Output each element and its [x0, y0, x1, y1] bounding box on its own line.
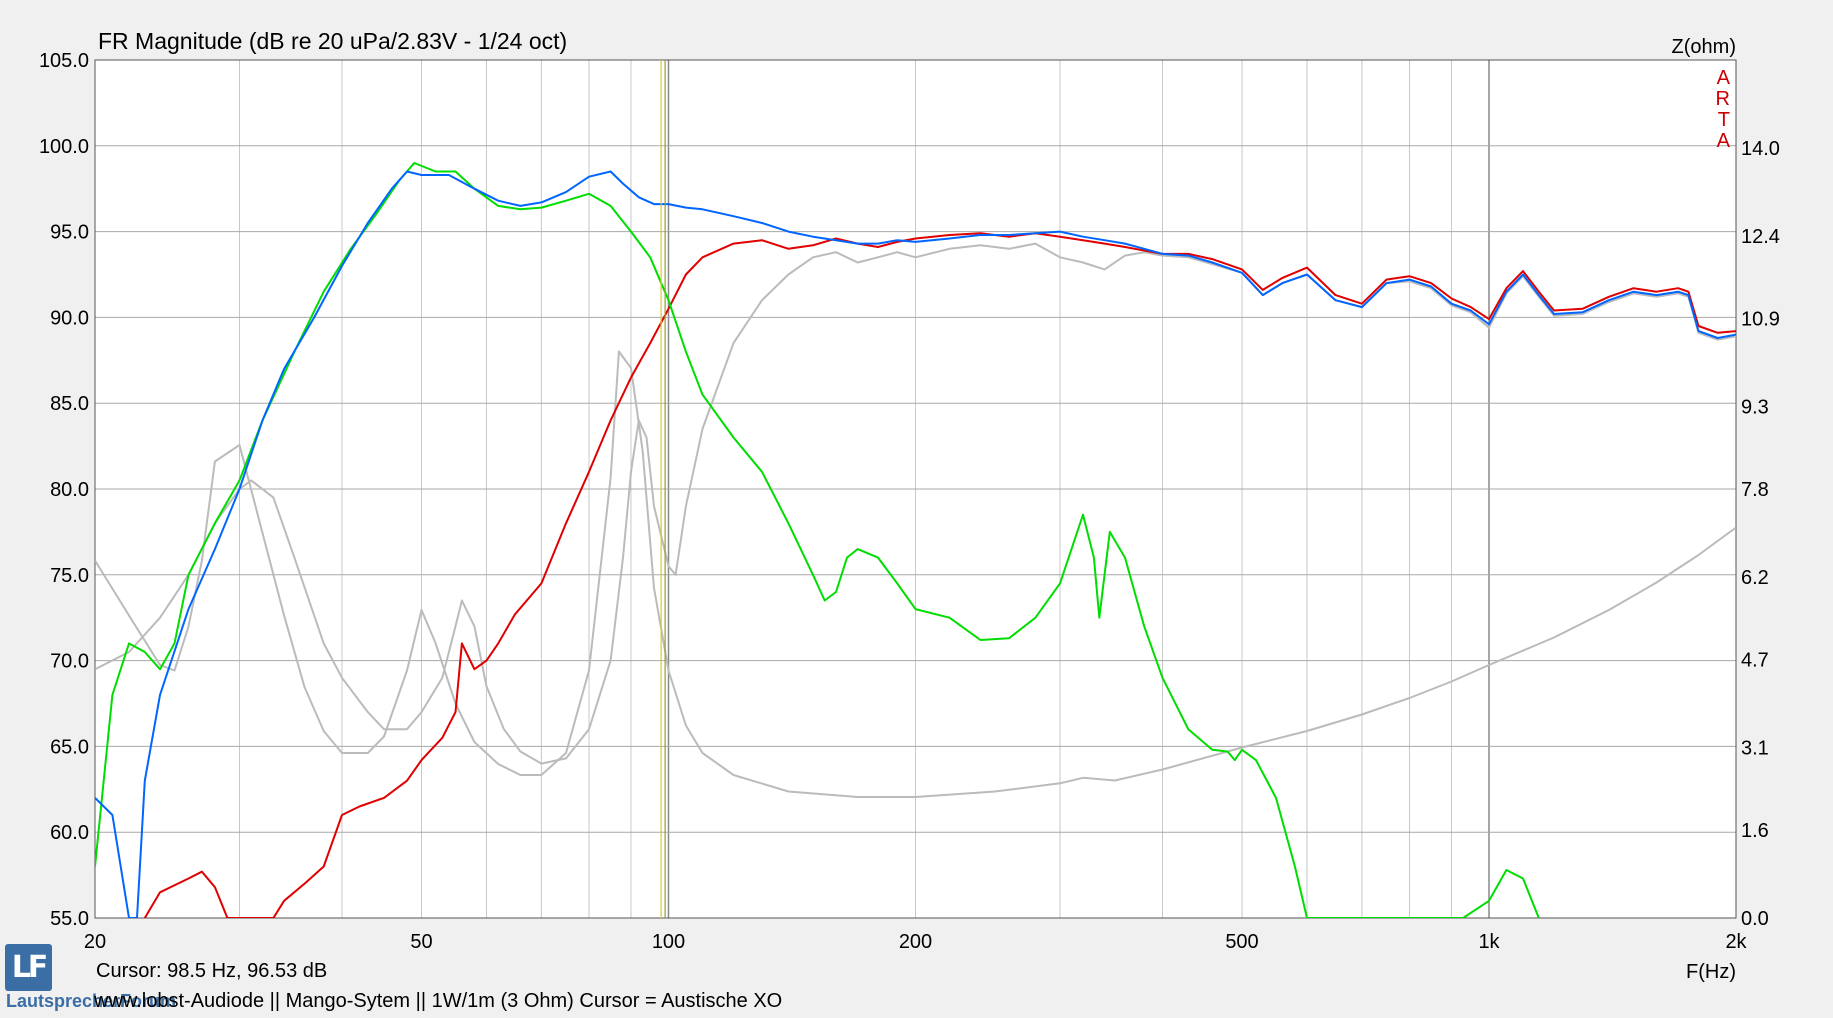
- y-tick-label: 105.0: [39, 50, 89, 72]
- cursor-line: [660, 60, 666, 918]
- y2-tick-label: 12.4: [1741, 226, 1780, 248]
- forum-logo-text: LautsprecherForum: [6, 991, 177, 1011]
- y2-tick-label: 6.2: [1741, 567, 1769, 589]
- x-tick-label: 20: [84, 931, 106, 953]
- y2-tick-label: 14.0: [1741, 138, 1780, 160]
- x-tick-label: 500: [1225, 931, 1258, 953]
- x-tick-label: 2k: [1725, 931, 1747, 953]
- woofer-response-red: [143, 232, 1736, 918]
- x-tick-label: 100: [652, 931, 685, 953]
- y2-tick-label: 9.3: [1741, 397, 1769, 419]
- grid: [94, 59, 1737, 919]
- arta-letter: T: [1718, 109, 1730, 131]
- y2-tick-label: 4.7: [1741, 650, 1769, 672]
- y-tick-label: 85.0: [50, 393, 89, 415]
- traces: [95, 162, 1736, 918]
- lowpass-response-green: [95, 162, 1540, 918]
- y-tick-label: 95.0: [50, 222, 89, 244]
- y2-tick-label: 0.0: [1741, 908, 1769, 930]
- y-tick-label: 80.0: [50, 479, 89, 501]
- y-tick-label: 70.0: [50, 651, 89, 673]
- right-axis-label: Z(ohm): [1672, 36, 1736, 58]
- y-tick-label: 100.0: [39, 136, 89, 158]
- impedance-curve: [95, 350, 1736, 798]
- x-tick-label: 200: [899, 931, 932, 953]
- y-tick-label: 55.0: [50, 908, 89, 930]
- y2-tick-label: 7.8: [1741, 479, 1769, 501]
- y-tick-label: 75.0: [50, 565, 89, 587]
- y2-tick-label: 1.6: [1741, 820, 1769, 842]
- y-tick-label: 90.0: [50, 307, 89, 329]
- cursor-readout: Cursor: 98.5 Hz, 96.53 dB: [96, 960, 328, 982]
- chart-title: FR Magnitude (dB re 20 uPa/2.83V - 1/24 …: [98, 28, 567, 54]
- y-tick-label: 60.0: [50, 822, 89, 844]
- measurement-info: www.lobst-Audiode || Mango-Sytem || 1W/1…: [94, 990, 783, 1012]
- plot-frame: [94, 59, 1737, 919]
- x-axis-label: F(Hz): [1686, 961, 1736, 983]
- sim-response-grey: [95, 242, 1736, 765]
- y2-tick-label: 10.9: [1741, 309, 1780, 331]
- arta-letter: A: [1717, 130, 1731, 152]
- x-tick-label: 1k: [1478, 931, 1500, 953]
- sum-response-blue: [95, 170, 1736, 918]
- axis-labels: 55.0 60.0 65.0 70.0 75.0 80.0 85.0 90.0 95.0 100.…: [39, 50, 1780, 953]
- x-tick-label: 50: [410, 931, 432, 953]
- y2-tick-label: 3.1: [1741, 738, 1769, 760]
- y-tick-label: 65.0: [50, 736, 89, 758]
- arta-letter: A: [1717, 67, 1731, 89]
- forum-logo: LF: [5, 944, 52, 991]
- arta-letter: R: [1716, 88, 1730, 110]
